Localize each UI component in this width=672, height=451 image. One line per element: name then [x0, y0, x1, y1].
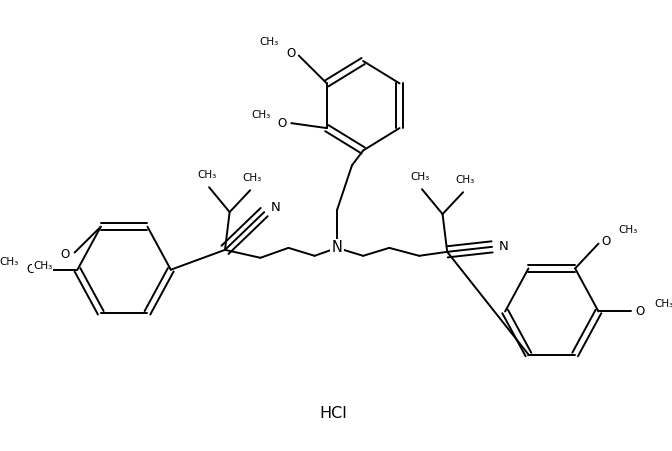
Text: CH₃: CH₃ [456, 175, 474, 185]
Text: N: N [331, 240, 343, 255]
Text: O: O [26, 263, 36, 276]
Text: CH₃: CH₃ [619, 225, 638, 235]
Text: O: O [287, 47, 296, 60]
Text: N: N [271, 201, 280, 214]
Text: CH₃: CH₃ [33, 262, 52, 272]
Text: CH₃: CH₃ [655, 299, 672, 308]
Text: CH₃: CH₃ [259, 37, 278, 46]
Text: O: O [601, 235, 611, 248]
Text: O: O [60, 248, 70, 261]
Text: CH₃: CH₃ [243, 173, 261, 183]
Text: N: N [499, 240, 508, 253]
Text: CH₃: CH₃ [252, 110, 271, 120]
Text: CH₃: CH₃ [198, 170, 217, 180]
Text: CH₃: CH₃ [411, 172, 430, 182]
Text: HCl: HCl [319, 406, 347, 421]
Text: O: O [636, 305, 645, 318]
Text: CH₃: CH₃ [0, 257, 19, 267]
Text: O: O [278, 117, 286, 129]
